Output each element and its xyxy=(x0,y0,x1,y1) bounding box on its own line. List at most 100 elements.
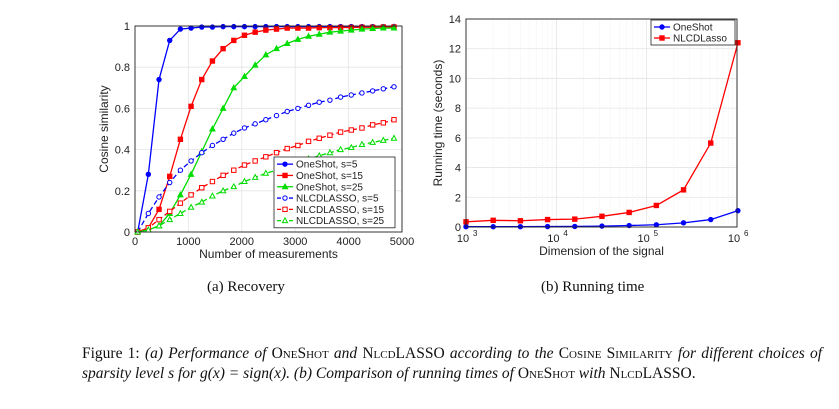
marker-circle xyxy=(735,207,741,214)
caption-method: LASSO xyxy=(642,365,692,382)
marker-square xyxy=(626,209,632,216)
x-tick-label: 0 xyxy=(132,236,138,248)
marker-square xyxy=(599,213,605,220)
marker-square xyxy=(263,154,269,160)
legend-label: OneShot, s=25 xyxy=(296,182,363,193)
legend-entry: NLCDLasso xyxy=(654,34,727,45)
marker-square xyxy=(305,25,312,31)
marker-square xyxy=(177,200,184,206)
marker-triangle xyxy=(294,35,302,42)
marker-triangle xyxy=(166,215,174,223)
marker-circle xyxy=(348,92,354,98)
plot-area xyxy=(466,19,737,227)
y-tick-label: 0.6 xyxy=(115,103,130,115)
marker-triangle xyxy=(337,145,345,153)
x-tick-exponent: 3 xyxy=(473,229,478,238)
marker-circle xyxy=(659,24,665,30)
marker-circle xyxy=(273,112,280,119)
figure-caption: Figure 1: (a) Performance of OneShot and… xyxy=(82,344,822,384)
marker-triangle xyxy=(230,182,238,190)
marker-triangle xyxy=(369,24,377,31)
marker-triangle xyxy=(208,125,216,132)
marker-circle xyxy=(369,88,376,94)
legend-label: OneShot xyxy=(673,23,713,34)
legend-entry: NLCDLASSO, s=5 xyxy=(277,194,379,205)
marker-triangle xyxy=(230,83,238,91)
marker-triangle xyxy=(358,25,366,32)
marker-circle xyxy=(305,102,312,109)
y-tick-label: 0 xyxy=(124,227,130,239)
marker-square xyxy=(284,145,290,152)
marker-triangle xyxy=(326,148,334,156)
legend-entry: OneShot, s=5 xyxy=(277,160,358,171)
x-tick-exponent: 6 xyxy=(744,229,749,238)
marker-triangle xyxy=(187,170,195,177)
marker-square xyxy=(517,218,524,224)
legend-box xyxy=(273,156,396,229)
x-tick-label: 10 xyxy=(728,233,740,245)
axes-frame xyxy=(465,18,738,228)
marker-triangle xyxy=(379,24,387,31)
marker-triangle xyxy=(187,203,195,210)
marker-square xyxy=(708,140,714,146)
marker-square xyxy=(282,172,288,179)
x-tick-label: 10 xyxy=(638,233,650,245)
marker-triangle xyxy=(208,192,216,199)
marker-square xyxy=(199,185,205,191)
marker-circle xyxy=(337,94,344,100)
marker-triangle xyxy=(379,136,387,143)
marker-square xyxy=(273,26,280,32)
y-tick-label: 0.8 xyxy=(115,62,130,74)
marker-square xyxy=(167,173,173,180)
legend-entry: OneShot xyxy=(654,23,713,34)
marker-triangle xyxy=(347,143,355,151)
marker-triangle xyxy=(198,198,206,205)
marker-triangle xyxy=(283,39,291,47)
marker-circle xyxy=(220,23,226,30)
legend-entry: OneShot, s=15 xyxy=(277,171,363,182)
marker-circle xyxy=(145,171,152,178)
marker-square xyxy=(348,127,354,133)
y-tick-label: 6 xyxy=(455,133,461,145)
marker-square xyxy=(177,136,184,143)
marker-square xyxy=(316,135,322,141)
x-tick-label: 2000 xyxy=(230,236,254,248)
marker-square xyxy=(544,216,551,223)
caption-text: with xyxy=(578,365,606,382)
y-tick-label: 0.2 xyxy=(115,186,130,198)
marker-triangle xyxy=(251,61,259,68)
caption-text: for different choices of sparsity level … xyxy=(82,345,823,382)
marker-circle xyxy=(263,117,269,123)
series-nlcdlasso-s-5 xyxy=(134,84,397,235)
caption-method: Nlcd xyxy=(362,345,396,362)
caption-text: and xyxy=(333,345,358,362)
marker-square xyxy=(359,125,365,131)
marker-triangle xyxy=(176,209,184,216)
marker-square xyxy=(273,149,280,156)
chart-recovery: 0 0.2 0.4 0.6 0.8 1 0 1000 2000 3000 4000 5000 Numbe… xyxy=(97,21,414,261)
subcaption-a: (a) Recovery xyxy=(207,279,285,295)
marker-square xyxy=(231,37,237,44)
marker-square xyxy=(220,45,226,52)
x-tick-label: 1000 xyxy=(176,236,200,248)
x-tick-exponent: 5 xyxy=(654,229,659,238)
marker-circle xyxy=(167,37,173,44)
chart-running-time: 0 2 4 6 8 10 12 14 10 3 10 4 10 5 10 6 Dimension of the … xyxy=(431,14,749,258)
y-tick-label: 0 xyxy=(455,222,461,234)
marker-triangle xyxy=(251,173,259,180)
marker-circle xyxy=(653,222,660,228)
marker-triangle xyxy=(281,216,289,224)
marker-square xyxy=(241,162,248,168)
marker-triangle xyxy=(241,177,248,185)
marker-circle xyxy=(220,136,226,143)
marker-square xyxy=(490,217,496,224)
y-tick-label: 10 xyxy=(449,73,461,85)
marker-triangle xyxy=(337,27,345,34)
marker-square xyxy=(252,29,258,35)
marker-square xyxy=(653,202,660,209)
y-tick-label: 8 xyxy=(455,103,461,115)
x-tick-label: 10 xyxy=(547,233,559,245)
axes-frame xyxy=(134,25,403,233)
